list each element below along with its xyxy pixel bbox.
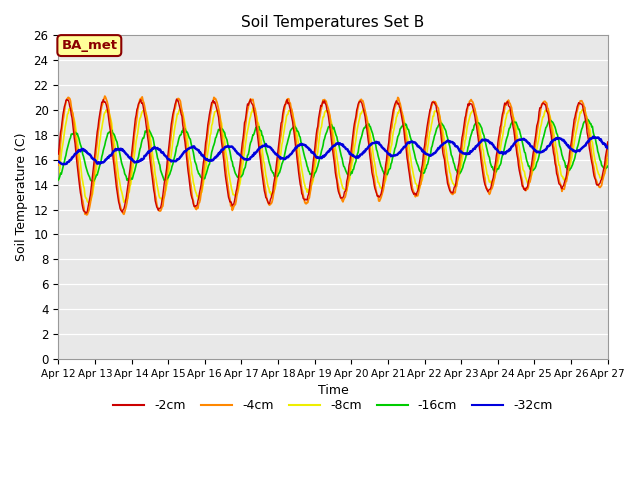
X-axis label: Time: Time — [317, 384, 348, 397]
Title: Soil Temperatures Set B: Soil Temperatures Set B — [241, 15, 424, 30]
Y-axis label: Soil Temperature (C): Soil Temperature (C) — [15, 133, 28, 262]
Legend: -2cm, -4cm, -8cm, -16cm, -32cm: -2cm, -4cm, -8cm, -16cm, -32cm — [108, 395, 558, 418]
Text: BA_met: BA_met — [61, 39, 117, 52]
